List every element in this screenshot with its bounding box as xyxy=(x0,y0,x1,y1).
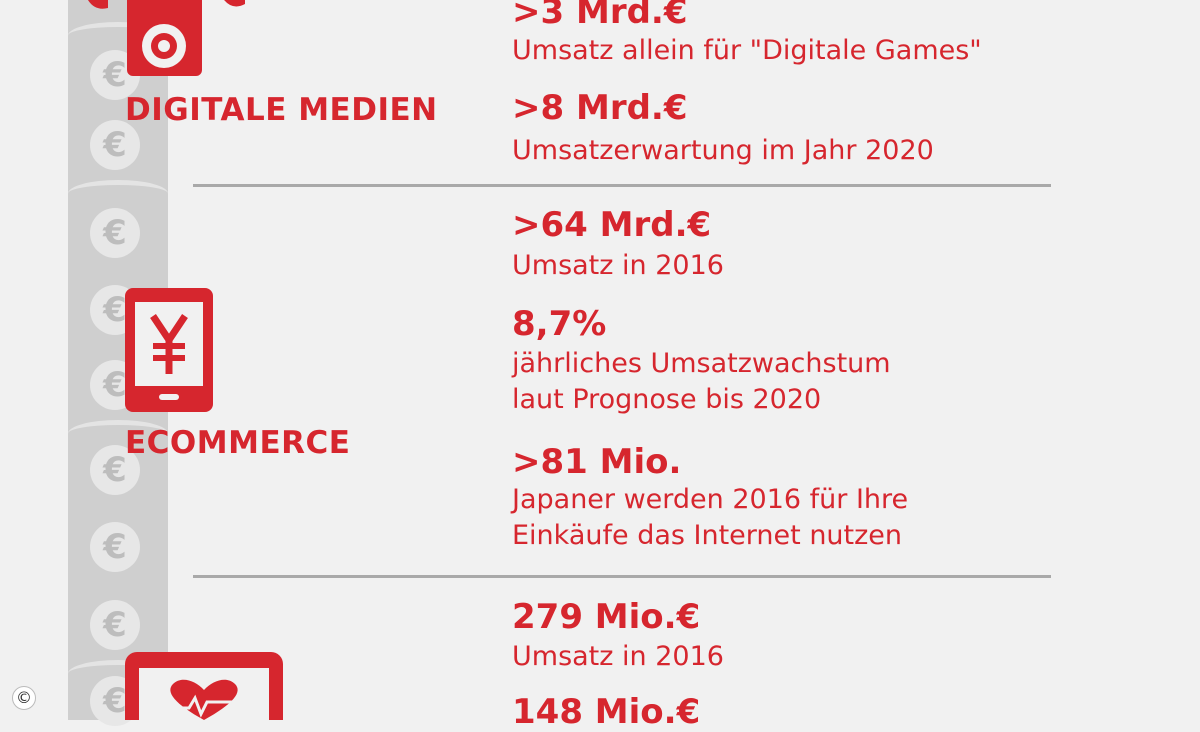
wave-decoration xyxy=(68,22,168,49)
stat-description: Umsatz allein für "Digitale Games" xyxy=(512,35,982,66)
tablet-heart-icon xyxy=(125,652,283,720)
stat-value: 148 Mio.€ xyxy=(512,692,701,732)
stat-value: >8 Mrd.€ xyxy=(512,88,688,128)
euro-coin-icon: € xyxy=(90,445,140,495)
euro-coin-icon: € xyxy=(90,208,140,258)
stat-description: Umsatzerwartung im Jahr 2020 xyxy=(512,135,934,166)
wave-decoration xyxy=(68,660,168,687)
stat-value: 8,7% xyxy=(512,304,607,344)
section-label-ecommerce: ECOMMERCE xyxy=(125,425,351,461)
smartphone-yen-icon xyxy=(125,288,213,412)
stat-value: >81 Mio. xyxy=(512,442,682,482)
stat-description: Umsatz in 2016 xyxy=(512,641,724,672)
stat-value: >3 Mrd.€ xyxy=(512,0,688,32)
stat-description: Japaner werden 2016 für Ihre Einkäufe da… xyxy=(512,484,909,551)
wave-decoration xyxy=(68,180,168,207)
euro-coin-icon: € xyxy=(90,522,140,572)
euro-coin-icon: € xyxy=(90,120,140,170)
wave-decoration xyxy=(68,420,168,447)
stat-description: jährliches Umsatzwachstum laut Prognose … xyxy=(512,348,891,415)
stat-value: 279 Mio.€ xyxy=(512,597,701,637)
copyright-icon: © xyxy=(12,686,36,710)
section-label-digitale-medien: DIGITALE MEDIEN xyxy=(125,92,438,128)
section-divider xyxy=(193,184,1051,187)
euro-coin-icon: € xyxy=(90,600,140,650)
section-divider xyxy=(193,575,1051,578)
stat-value: >64 Mrd.€ xyxy=(512,205,712,245)
stat-description: Umsatz in 2016 xyxy=(512,250,724,281)
media-player-icon xyxy=(88,0,245,76)
